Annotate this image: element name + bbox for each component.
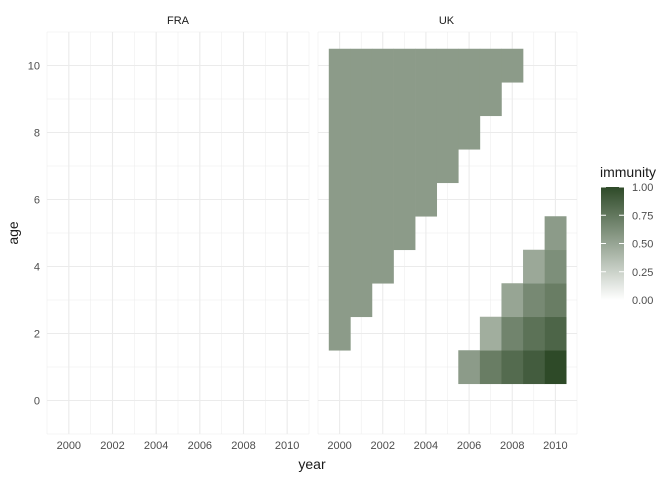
x-tick-label: 2004 <box>414 440 438 452</box>
heatmap-cell <box>458 48 481 150</box>
heatmap-cell <box>523 316 545 351</box>
legend-tick-label: 0.25 <box>632 267 653 279</box>
x-tick-label: 2000 <box>57 440 81 452</box>
heatmap-cell <box>393 48 416 251</box>
heatmap-cell <box>501 283 524 318</box>
heatmap-cell <box>523 249 545 284</box>
facet-label-uk: UK <box>439 15 455 27</box>
heatmap-cell <box>479 350 502 385</box>
heatmap-cell <box>501 48 524 83</box>
heatmap-cell <box>523 350 545 385</box>
y-tick-label: 0 <box>34 396 40 408</box>
grid-fra <box>46 31 310 435</box>
heatmap-cell <box>544 249 567 284</box>
legend-ticks: 1.00 0.75 0.50 0.25 0.00 <box>601 182 653 307</box>
x-axis-title: year <box>298 456 326 472</box>
y-axis-ticks: 0 2 4 6 8 10 <box>28 61 40 408</box>
heatmap-cell <box>544 350 567 385</box>
legend-title: immunity <box>600 164 656 180</box>
x-tick-label: 2008 <box>500 440 524 452</box>
y-tick-label: 8 <box>34 128 40 140</box>
legend-colorbar <box>601 187 624 300</box>
heatmap-cell <box>544 283 567 318</box>
heatmap-cell <box>501 316 524 351</box>
heatmap-cell <box>328 48 351 351</box>
legend-tick-label: 0.00 <box>632 295 653 307</box>
panel-fra <box>46 31 310 435</box>
y-axis-title: age <box>5 221 21 245</box>
x-tick-label: 2008 <box>231 440 255 452</box>
legend: immunity 1.00 0.75 0.50 0.25 0.00 <box>600 164 656 307</box>
y-tick-label: 4 <box>34 262 40 274</box>
x-tick-label: 2010 <box>275 440 299 452</box>
heatmap-cell <box>544 316 567 351</box>
facet-label-fra: FRA <box>167 15 190 27</box>
heatmap-cell <box>458 350 481 385</box>
x-tick-label: 2006 <box>457 440 481 452</box>
heatmap-cell <box>501 350 524 385</box>
x-tick-label: 2006 <box>188 440 212 452</box>
x-axis-ticks: 2000 2002 2004 2006 2008 2010 2000 2002 2004 2006… <box>57 440 568 452</box>
x-tick-label: 2010 <box>543 440 567 452</box>
heatmap-cell <box>371 48 394 284</box>
legend-tick-label: 1.00 <box>632 182 653 194</box>
x-tick-label: 2002 <box>100 440 124 452</box>
x-tick-label: 2004 <box>144 440 168 452</box>
heatmap-cell <box>544 216 567 251</box>
y-tick-label: 6 <box>34 195 40 207</box>
legend-tick-label: 0.50 <box>632 239 653 251</box>
x-tick-label: 2000 <box>327 440 351 452</box>
heatmap-cell <box>479 48 502 117</box>
y-tick-label: 2 <box>34 329 40 341</box>
heatmap-cell <box>350 48 373 318</box>
panel-uk <box>317 31 578 435</box>
heatmap-cell <box>436 48 459 184</box>
heatmap-cell <box>523 283 545 318</box>
heatmap-cell <box>415 48 438 217</box>
x-tick-label: 2002 <box>371 440 395 452</box>
legend-tick-label: 0.75 <box>632 210 653 222</box>
y-tick-label: 10 <box>28 61 40 73</box>
heatmap-cell <box>479 316 502 351</box>
